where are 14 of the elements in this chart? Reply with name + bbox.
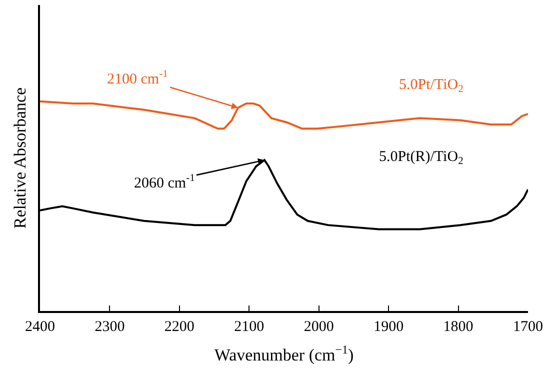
text: 5.0Pt(R)/TiO$_{2}$ (379, 149, 464, 168)
y-axis-title: Relative Absorbance (10, 87, 30, 229)
x-tick-label: 1900 (374, 318, 404, 335)
x-tick-label: 2300 (94, 318, 125, 335)
x-tick-label: 2200 (164, 318, 194, 335)
series-label: 5.0Pt/TiO$_{2}$ (399, 77, 464, 96)
annotation: 2100 cm$^{-1}$ (107, 69, 168, 88)
x-tick-label: 1700 (513, 318, 543, 335)
x-axis-title: Wavenumber (cm$^{−1}$) (214, 342, 354, 365)
x-tick-label: 2400 (25, 318, 55, 335)
x-tick-label: 2100 (234, 318, 264, 335)
annotation: 2060 cm$^{-1}$ (134, 173, 195, 192)
x-tick-label: 2000 (304, 318, 334, 335)
x-tick-label: 1800 (443, 318, 474, 335)
